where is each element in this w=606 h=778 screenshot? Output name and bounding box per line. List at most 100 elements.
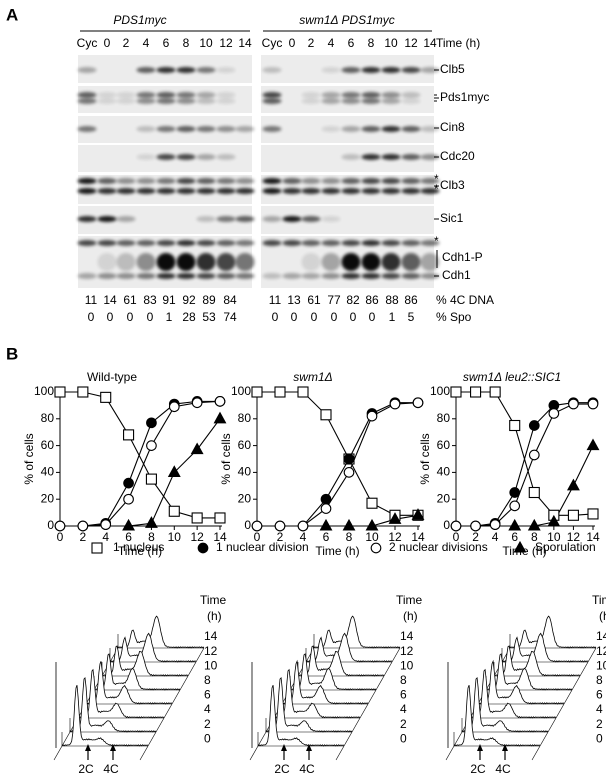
blot-band xyxy=(301,92,321,98)
x-tick-label: 0 xyxy=(453,530,460,544)
blot-band xyxy=(262,67,282,73)
blot-band xyxy=(381,126,401,132)
time-value: 14 xyxy=(204,629,218,643)
lane-label: 10 xyxy=(199,36,213,50)
histogram-grid xyxy=(139,745,149,761)
marker xyxy=(365,518,379,531)
blot-band xyxy=(235,253,255,271)
blot-band xyxy=(321,216,341,222)
marker xyxy=(366,497,378,509)
x-tick-label: 14 xyxy=(411,530,425,544)
table-value: 0 xyxy=(127,310,134,324)
histogram-grid xyxy=(579,661,589,677)
blot-band xyxy=(361,154,381,160)
histogram-grid xyxy=(249,745,259,761)
histogram-trace xyxy=(453,684,540,747)
x-tick-label: 2 xyxy=(472,530,479,544)
histogram-grid xyxy=(257,731,267,747)
histogram-trace xyxy=(297,645,385,677)
blot-band xyxy=(77,178,97,184)
blot-band xyxy=(321,253,341,271)
y-tick-label: 60 xyxy=(238,438,252,452)
x-tick-label: 12 xyxy=(190,530,204,544)
blot-band xyxy=(136,126,156,132)
y-axis-label: % of cells xyxy=(418,433,432,484)
table-value: 89 xyxy=(202,293,216,307)
marker xyxy=(470,386,482,398)
blot-band xyxy=(301,98,321,104)
marker xyxy=(320,493,332,505)
blot-band xyxy=(136,240,156,246)
lane-label: 8 xyxy=(183,36,190,50)
time-label: Time xyxy=(200,593,227,607)
lane-label: 10 xyxy=(384,36,398,50)
marker xyxy=(319,518,333,531)
blot-band xyxy=(420,273,440,279)
protein-label: Pds1myc xyxy=(440,90,489,104)
blot-band xyxy=(420,240,440,246)
time-value: 12 xyxy=(596,644,606,658)
time-value: 12 xyxy=(204,644,218,658)
marker xyxy=(100,391,112,403)
blot-band xyxy=(176,126,196,132)
blot-band xyxy=(216,273,236,279)
blot-band xyxy=(196,154,216,160)
histogram-grid xyxy=(445,745,455,761)
series-line xyxy=(456,402,593,527)
y-tick-label: 0 xyxy=(244,518,251,532)
marker xyxy=(389,398,401,410)
marker xyxy=(123,477,134,489)
histogram-grid xyxy=(531,745,541,761)
blot-band xyxy=(401,178,421,184)
legend-marker xyxy=(197,542,209,554)
blot-band xyxy=(97,178,117,184)
time-value: 12 xyxy=(400,644,414,658)
blot-band xyxy=(401,273,421,279)
blot-band xyxy=(262,178,282,184)
histogram-grid xyxy=(61,731,71,747)
lane-label: 14 xyxy=(423,36,437,50)
blot-band xyxy=(156,98,176,104)
blot-band xyxy=(301,240,321,246)
series-line xyxy=(257,402,418,527)
peak-arrowhead xyxy=(281,744,287,751)
table-value: 0 xyxy=(331,310,338,324)
blot-band xyxy=(156,178,176,184)
blot-band xyxy=(381,67,401,73)
histogram-trace xyxy=(305,632,393,663)
table-value: 53 xyxy=(202,310,216,324)
y-tick-label: 20 xyxy=(41,491,55,505)
histogram-grid xyxy=(147,731,157,747)
x-tick-label: 6 xyxy=(323,530,330,544)
blot-band xyxy=(196,92,216,98)
marker xyxy=(190,442,204,455)
histogram-grid xyxy=(335,745,345,761)
blot-band xyxy=(235,126,255,132)
peak-label: 4C xyxy=(495,762,511,776)
blot-band xyxy=(282,216,302,222)
x-tick-label: 2 xyxy=(80,530,87,544)
blot-band xyxy=(136,273,156,279)
blot-band xyxy=(401,240,421,246)
blot-band xyxy=(321,188,341,194)
marker xyxy=(77,386,89,398)
series-line xyxy=(257,391,418,516)
marker xyxy=(388,512,402,524)
blot-band xyxy=(321,92,341,98)
histogram-trace xyxy=(485,653,573,691)
peak-label: 2C xyxy=(274,762,290,776)
table-value: 86 xyxy=(404,293,418,307)
lane-label: 4 xyxy=(143,36,150,50)
lane-label: 6 xyxy=(348,36,355,50)
table-value: 77 xyxy=(327,293,341,307)
x-tick-label: 10 xyxy=(547,530,561,544)
legend-label: 1 nuclear division xyxy=(216,540,309,554)
blot-band xyxy=(420,178,440,184)
blot-band xyxy=(156,92,176,98)
marker xyxy=(214,512,226,524)
marker xyxy=(528,486,540,499)
marker xyxy=(168,401,180,413)
table-value: 86 xyxy=(365,293,379,307)
blot-band xyxy=(420,154,440,160)
protein-label: Clb3 xyxy=(440,178,465,192)
